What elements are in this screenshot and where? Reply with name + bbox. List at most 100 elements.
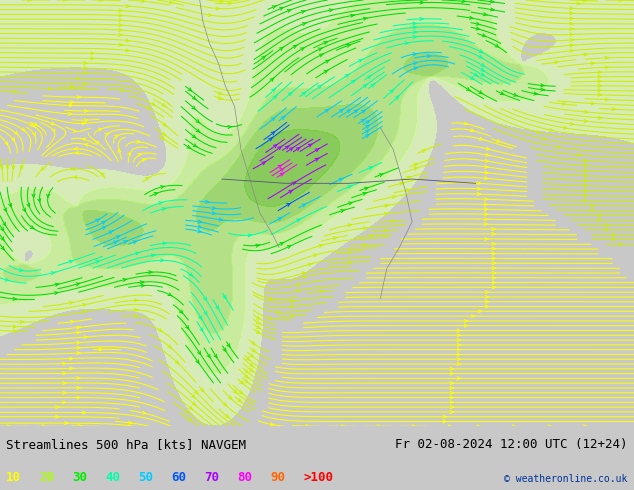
FancyArrowPatch shape: [192, 106, 196, 110]
FancyArrowPatch shape: [371, 83, 375, 87]
FancyArrowPatch shape: [20, 320, 24, 323]
FancyArrowPatch shape: [0, 166, 3, 169]
FancyArrowPatch shape: [148, 271, 152, 274]
FancyArrowPatch shape: [486, 153, 489, 156]
FancyArrowPatch shape: [280, 243, 284, 245]
FancyArrowPatch shape: [70, 357, 74, 360]
FancyArrowPatch shape: [101, 221, 106, 224]
FancyArrowPatch shape: [399, 182, 404, 185]
FancyArrowPatch shape: [269, 297, 273, 300]
FancyArrowPatch shape: [219, 218, 223, 221]
FancyArrowPatch shape: [84, 67, 87, 70]
FancyArrowPatch shape: [126, 39, 129, 42]
FancyArrowPatch shape: [370, 234, 373, 237]
FancyArrowPatch shape: [366, 125, 370, 128]
FancyArrowPatch shape: [77, 396, 81, 399]
FancyArrowPatch shape: [281, 116, 285, 120]
FancyArrowPatch shape: [491, 8, 495, 11]
FancyArrowPatch shape: [175, 360, 179, 365]
FancyArrowPatch shape: [161, 137, 165, 140]
FancyArrowPatch shape: [413, 53, 417, 56]
FancyArrowPatch shape: [470, 129, 474, 132]
FancyArrowPatch shape: [188, 417, 192, 421]
FancyArrowPatch shape: [420, 18, 424, 21]
FancyArrowPatch shape: [464, 324, 468, 327]
FancyArrowPatch shape: [160, 186, 164, 189]
FancyArrowPatch shape: [138, 153, 141, 156]
FancyArrowPatch shape: [612, 108, 616, 111]
FancyArrowPatch shape: [82, 138, 86, 141]
FancyArrowPatch shape: [48, 87, 52, 90]
FancyArrowPatch shape: [70, 100, 74, 104]
FancyArrowPatch shape: [136, 140, 141, 143]
FancyArrowPatch shape: [406, 189, 410, 192]
FancyArrowPatch shape: [495, 44, 500, 48]
FancyArrowPatch shape: [347, 186, 352, 189]
FancyArrowPatch shape: [250, 364, 254, 367]
FancyArrowPatch shape: [247, 357, 250, 361]
FancyArrowPatch shape: [77, 341, 81, 344]
FancyArrowPatch shape: [143, 412, 146, 415]
FancyArrowPatch shape: [443, 420, 447, 423]
FancyArrowPatch shape: [74, 147, 77, 150]
FancyArrowPatch shape: [467, 88, 470, 91]
FancyArrowPatch shape: [154, 193, 158, 196]
FancyArrowPatch shape: [492, 267, 496, 270]
FancyArrowPatch shape: [285, 146, 290, 149]
FancyArrowPatch shape: [41, 167, 44, 170]
FancyArrowPatch shape: [598, 214, 602, 217]
FancyArrowPatch shape: [278, 165, 282, 168]
FancyArrowPatch shape: [584, 425, 587, 428]
FancyArrowPatch shape: [427, 54, 431, 57]
FancyArrowPatch shape: [377, 425, 380, 428]
FancyArrowPatch shape: [481, 68, 485, 72]
FancyArrowPatch shape: [605, 223, 609, 226]
FancyArrowPatch shape: [570, 33, 574, 36]
FancyArrowPatch shape: [450, 382, 454, 385]
FancyArrowPatch shape: [485, 237, 488, 241]
FancyArrowPatch shape: [448, 425, 452, 428]
FancyArrowPatch shape: [126, 49, 129, 52]
FancyArrowPatch shape: [22, 128, 25, 132]
FancyArrowPatch shape: [379, 173, 384, 176]
FancyArrowPatch shape: [163, 242, 167, 245]
FancyArrowPatch shape: [42, 425, 46, 428]
FancyArrowPatch shape: [51, 122, 55, 125]
FancyArrowPatch shape: [481, 63, 485, 67]
FancyArrowPatch shape: [119, 24, 122, 26]
Text: 70: 70: [204, 470, 219, 484]
FancyArrowPatch shape: [119, 14, 122, 17]
FancyArrowPatch shape: [584, 164, 588, 167]
FancyArrowPatch shape: [512, 425, 516, 428]
FancyArrowPatch shape: [55, 292, 58, 294]
FancyArrowPatch shape: [99, 348, 103, 351]
FancyArrowPatch shape: [366, 120, 370, 123]
FancyArrowPatch shape: [198, 225, 202, 228]
FancyArrowPatch shape: [484, 171, 488, 174]
FancyArrowPatch shape: [462, 0, 465, 2]
FancyArrowPatch shape: [486, 291, 489, 294]
FancyArrowPatch shape: [52, 129, 55, 132]
FancyArrowPatch shape: [77, 331, 81, 334]
FancyArrowPatch shape: [484, 218, 488, 220]
FancyArrowPatch shape: [339, 109, 344, 113]
FancyArrowPatch shape: [70, 85, 74, 88]
FancyArrowPatch shape: [363, 193, 366, 196]
FancyArrowPatch shape: [605, 228, 609, 231]
FancyArrowPatch shape: [450, 368, 454, 370]
FancyArrowPatch shape: [30, 123, 34, 126]
Text: Streamlines 500 hPa [kts] NAVGEM: Streamlines 500 hPa [kts] NAVGEM: [6, 438, 247, 451]
FancyArrowPatch shape: [13, 330, 17, 333]
FancyArrowPatch shape: [391, 220, 395, 223]
FancyArrowPatch shape: [457, 377, 461, 380]
FancyArrowPatch shape: [361, 119, 365, 122]
FancyArrowPatch shape: [477, 193, 481, 196]
FancyArrowPatch shape: [270, 423, 274, 426]
FancyArrowPatch shape: [492, 227, 495, 231]
FancyArrowPatch shape: [612, 238, 616, 241]
FancyArrowPatch shape: [486, 295, 489, 298]
FancyArrowPatch shape: [32, 194, 35, 197]
FancyArrowPatch shape: [68, 112, 72, 116]
FancyArrowPatch shape: [308, 263, 312, 266]
FancyArrowPatch shape: [484, 213, 488, 216]
